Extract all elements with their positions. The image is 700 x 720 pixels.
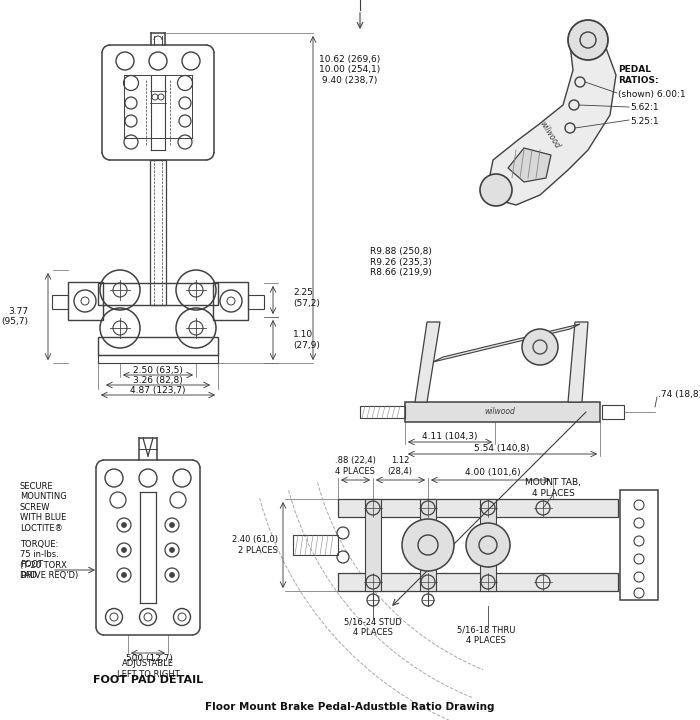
Bar bbox=[213, 282, 248, 320]
Text: wilwood: wilwood bbox=[484, 408, 515, 416]
Text: 5.25:1: 5.25:1 bbox=[630, 117, 659, 127]
Bar bbox=[293, 535, 338, 555]
Text: 5/16-18 THRU
4 PLACES: 5/16-18 THRU 4 PLACES bbox=[457, 625, 515, 644]
Bar bbox=[480, 499, 496, 591]
Text: 3.26 (82,8): 3.26 (82,8) bbox=[133, 376, 183, 384]
Bar bbox=[98, 283, 218, 305]
Polygon shape bbox=[508, 148, 551, 182]
Circle shape bbox=[480, 174, 512, 206]
Circle shape bbox=[122, 523, 127, 528]
Text: wilwood: wilwood bbox=[538, 120, 562, 150]
Text: .500 (12,7): .500 (12,7) bbox=[123, 654, 173, 662]
Text: 1.10
(27,9): 1.10 (27,9) bbox=[293, 330, 320, 350]
Circle shape bbox=[402, 519, 454, 571]
Text: 5.62:1: 5.62:1 bbox=[630, 104, 659, 112]
Text: FOOT PAD DETAIL: FOOT PAD DETAIL bbox=[93, 675, 203, 685]
Circle shape bbox=[169, 523, 174, 528]
Text: ADJUSTABLE
LEFT TO RIGHT: ADJUSTABLE LEFT TO RIGHT bbox=[117, 660, 179, 679]
Text: 5/16-24 STUD
4 PLACES: 5/16-24 STUD 4 PLACES bbox=[344, 617, 402, 636]
Bar bbox=[52, 295, 68, 309]
Polygon shape bbox=[415, 322, 440, 402]
Text: 2.25
(57,2): 2.25 (57,2) bbox=[293, 288, 320, 307]
Text: 10.62 (269,6)
10.00 (254,1)
 9.40 (238,7): 10.62 (269,6) 10.00 (254,1) 9.40 (238,7) bbox=[319, 55, 380, 85]
Bar bbox=[98, 337, 218, 355]
Bar bbox=[420, 499, 436, 591]
Circle shape bbox=[122, 547, 127, 552]
Text: 1.12
(28,4): 1.12 (28,4) bbox=[388, 456, 412, 476]
Text: 2.50 (63,5): 2.50 (63,5) bbox=[133, 366, 183, 374]
Bar bbox=[602, 405, 624, 419]
Bar bbox=[360, 406, 405, 418]
Text: Floor Mount Brake Pedal-Adustble Ratio Drawing: Floor Mount Brake Pedal-Adustble Ratio D… bbox=[205, 702, 495, 712]
Bar bbox=[365, 499, 381, 591]
Bar bbox=[248, 295, 264, 309]
Circle shape bbox=[568, 20, 608, 60]
Text: 4.87 (123,7): 4.87 (123,7) bbox=[130, 385, 186, 395]
Polygon shape bbox=[433, 324, 580, 362]
Bar bbox=[338, 573, 618, 591]
Polygon shape bbox=[488, 35, 616, 205]
Bar bbox=[338, 499, 618, 517]
Bar bbox=[405, 402, 600, 422]
Text: .88 (22,4)
4 PLACES: .88 (22,4) 4 PLACES bbox=[335, 456, 375, 476]
Text: TORQUE:
75 in-lbs.
(T-20 TORX
DRIVE REQ'D): TORQUE: 75 in-lbs. (T-20 TORX DRIVE REQ'… bbox=[20, 540, 78, 580]
Circle shape bbox=[466, 523, 510, 567]
Polygon shape bbox=[568, 322, 588, 402]
Circle shape bbox=[169, 572, 174, 577]
Circle shape bbox=[522, 329, 558, 365]
Text: 4.11 (104,3): 4.11 (104,3) bbox=[422, 433, 477, 441]
Text: PEDAL
RATIOS:: PEDAL RATIOS: bbox=[618, 66, 659, 85]
Text: (shown) 6.00:1: (shown) 6.00:1 bbox=[618, 91, 685, 99]
Circle shape bbox=[169, 547, 174, 552]
Text: FOOT
PAD: FOOT PAD bbox=[20, 560, 43, 580]
Bar bbox=[98, 355, 218, 363]
Text: SECURE
MOUNTING
SCREW
WITH BLUE
LOCTITE®: SECURE MOUNTING SCREW WITH BLUE LOCTITE® bbox=[20, 482, 66, 533]
Text: R9.88 (250,8)
R9.26 (235,3)
R8.66 (219,9): R9.88 (250,8) R9.26 (235,3) R8.66 (219,9… bbox=[370, 247, 432, 277]
Text: 5.54 (140,8): 5.54 (140,8) bbox=[475, 444, 530, 454]
Text: .74 (18,8): .74 (18,8) bbox=[658, 390, 700, 398]
Bar bbox=[68, 282, 103, 320]
Bar bbox=[150, 160, 166, 305]
Bar bbox=[620, 490, 658, 600]
Text: 4.00 (101,6): 4.00 (101,6) bbox=[466, 467, 521, 477]
Circle shape bbox=[122, 572, 127, 577]
Text: MOUNT TAB,
4 PLACES: MOUNT TAB, 4 PLACES bbox=[525, 478, 581, 498]
Text: 2.40 (61,0)
2 PLACES: 2.40 (61,0) 2 PLACES bbox=[232, 535, 278, 554]
Text: 3.77
(95,7): 3.77 (95,7) bbox=[1, 307, 28, 326]
